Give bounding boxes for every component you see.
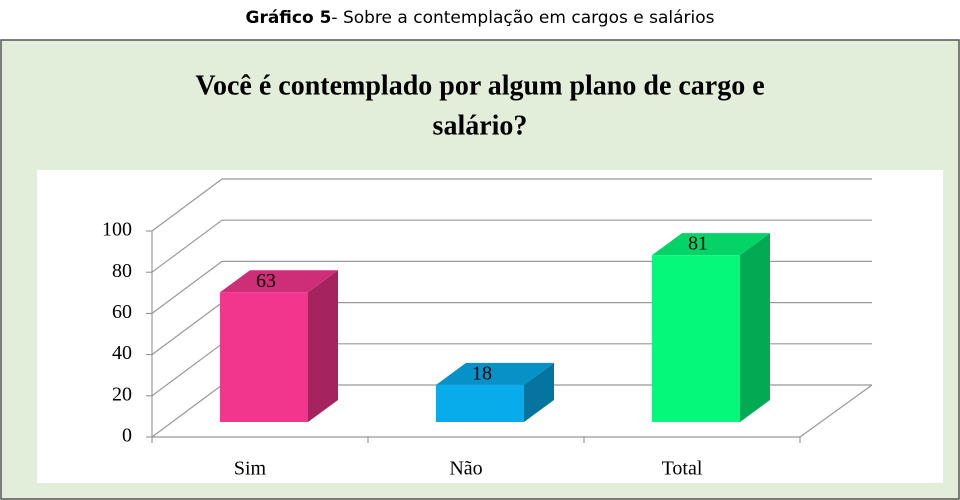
y-tick-label: 100 — [102, 219, 132, 241]
chart-title: Você é contemplado por algum plano de ca… — [195, 70, 764, 101]
y-tick-label: 20 — [112, 383, 132, 405]
data-label: 18 — [472, 363, 492, 385]
x-tick-label: Não — [449, 458, 482, 480]
y-tick-label: 60 — [112, 301, 132, 323]
plot-area — [37, 170, 943, 483]
bar-top — [220, 270, 338, 293]
x-tick-label: Total — [662, 458, 703, 480]
grid-line — [151, 219, 872, 273]
data-label: 63 — [256, 270, 276, 292]
x-tick-label: Sim — [234, 458, 267, 480]
bar — [652, 255, 740, 422]
caption: Gráfico 5- Sobre a contemplação em cargo… — [245, 8, 714, 28]
y-tick-label: 80 — [112, 260, 132, 282]
bar-side — [740, 233, 770, 422]
grid-line — [151, 178, 872, 232]
bar-top — [436, 362, 554, 385]
data-label: 81 — [688, 233, 708, 255]
y-tick-label: 40 — [112, 342, 132, 364]
bar-top — [652, 233, 770, 256]
bar — [436, 384, 524, 422]
bar-side — [524, 362, 554, 422]
caption-label: Gráfico 5 — [245, 8, 331, 28]
bar — [220, 292, 308, 422]
bar-side — [308, 270, 338, 422]
chart-title: salário? — [433, 110, 528, 141]
caption-text: - Sobre a contemplação em cargos e salár… — [331, 8, 714, 28]
y-tick-label: 0 — [122, 425, 132, 447]
